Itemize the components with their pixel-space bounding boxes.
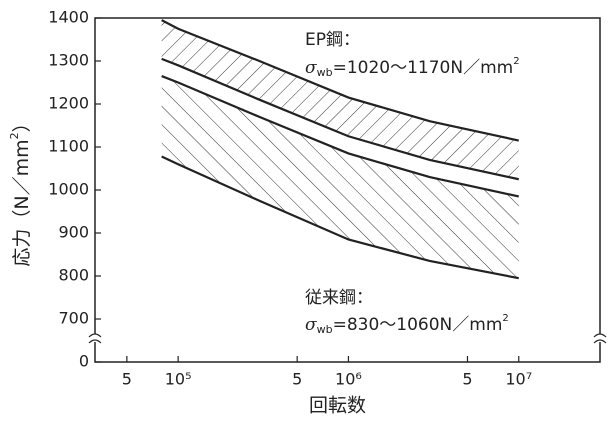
curve (161, 19, 519, 142)
x-tick-label: 10⁶ (335, 370, 362, 389)
y-tick-label: 0 (79, 352, 89, 371)
curve (161, 155, 519, 280)
annotation-title: 従来鋼： (305, 288, 373, 308)
x-tick-label: 5 (292, 370, 302, 389)
curve (161, 75, 519, 198)
x-tick-label: 5 (122, 370, 132, 389)
annotation-formula: σwb=1020～1170N／mm2 (305, 56, 520, 79)
axis-break (88, 333, 102, 344)
axis-break-gap (594, 334, 606, 342)
y-axis-label-end: ） (11, 113, 33, 132)
y-tick-label: 1100 (48, 137, 89, 156)
y-tick-label: 1400 (48, 8, 89, 27)
annotation-formula: σwb=830～1060N／mm2 (305, 313, 509, 336)
annotation-symbol: σ (305, 315, 317, 335)
annotation-sup: 2 (513, 56, 519, 67)
annotation-sub: wb (317, 66, 333, 79)
annotation-symbol: σ (305, 58, 317, 78)
annotation-text: =1020～1170N／mm (333, 58, 514, 78)
x-tick-label: 5 (462, 370, 472, 389)
annotation-title: EP鋼： (305, 30, 360, 50)
annotation-sub: wb (317, 323, 333, 336)
y-tick-label: 1000 (48, 180, 89, 199)
annotation-sup: 2 (502, 313, 508, 324)
x-tick-label: 10⁵ (165, 370, 192, 389)
y-axis-label-text: 応力（N／mm (11, 139, 33, 266)
x-axis-label: 回転数 (309, 395, 366, 417)
axis-break-gap (89, 334, 101, 342)
y-axis-label-sup: 2 (8, 132, 21, 139)
y-tick-label: 900 (58, 223, 89, 242)
y-tick-label: 1200 (48, 94, 89, 113)
axis-break (593, 333, 607, 344)
y-tick-label: 1300 (48, 51, 89, 70)
x-tick-label: 10⁷ (505, 370, 532, 389)
hatch-band (161, 20, 519, 180)
y-tick-label: 700 (58, 309, 89, 328)
y-tick-label: 800 (58, 266, 89, 285)
curve (161, 57, 519, 181)
y-axis-label: 応力（N／mm2） (8, 113, 33, 266)
annotation-text: =830～1060N／mm (333, 315, 503, 335)
hatch-band (161, 76, 519, 279)
